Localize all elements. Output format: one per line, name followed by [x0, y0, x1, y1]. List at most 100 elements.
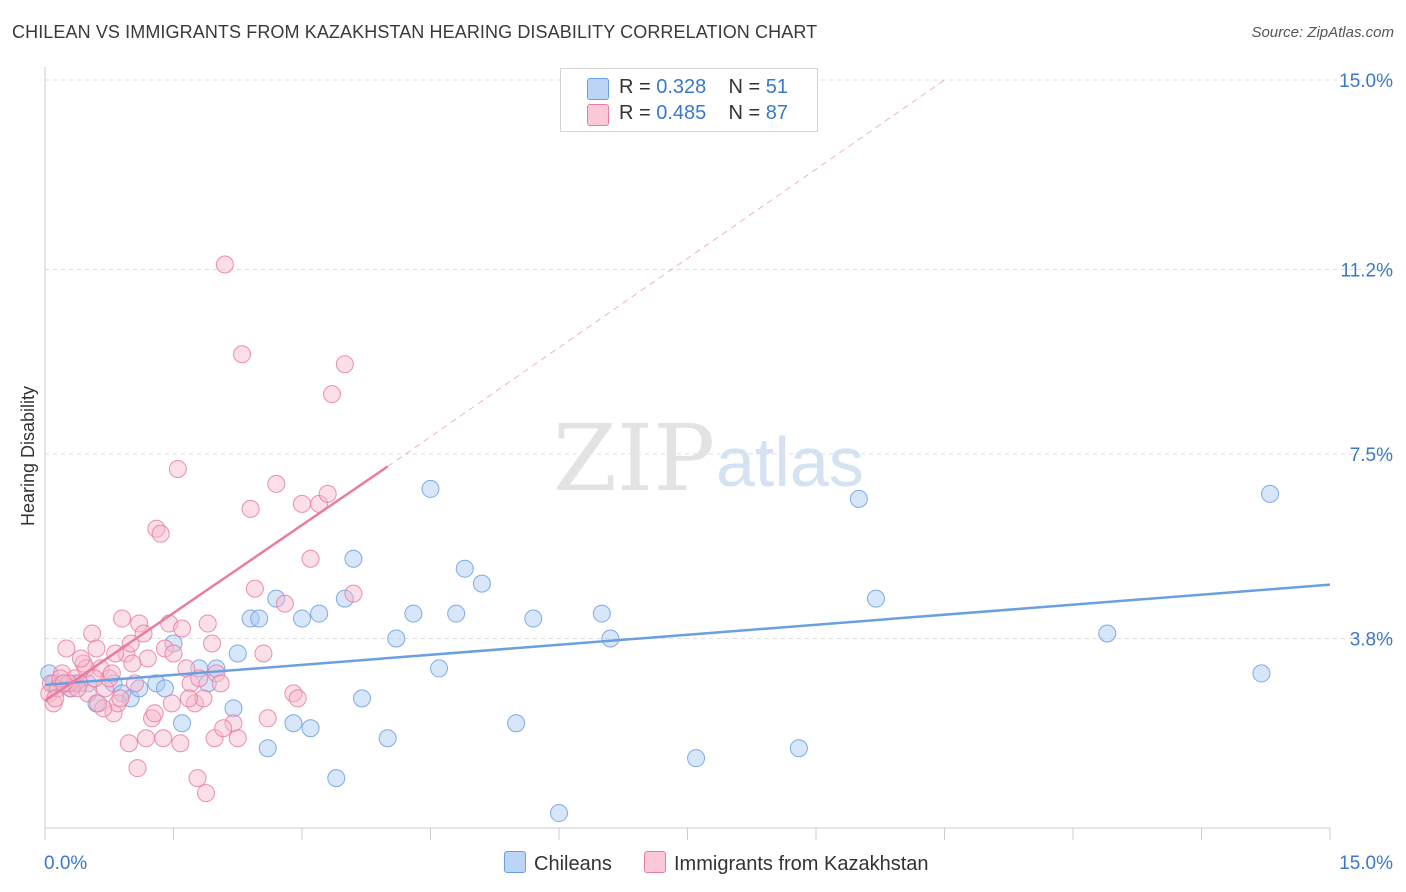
- legend: R = 0.328 N = 51 R = 0.485 N = 87: [560, 68, 818, 132]
- data-point: [154, 729, 173, 748]
- data-point: [327, 769, 346, 788]
- data-point: [284, 714, 303, 733]
- legend-swatch-chileans: [587, 78, 609, 100]
- data-point: [173, 619, 192, 638]
- data-point: [849, 489, 868, 508]
- data-point: [866, 589, 885, 608]
- data-point: [173, 714, 192, 733]
- y-axis-title: Hearing Disability: [18, 386, 38, 526]
- data-point: [601, 629, 620, 648]
- data-point: [214, 719, 233, 738]
- data-point: [267, 589, 286, 608]
- data-point: [181, 674, 200, 693]
- data-point: [224, 714, 243, 733]
- trend-extension-1: [387, 79, 945, 467]
- data-point: [130, 614, 149, 633]
- data-point: [111, 689, 130, 708]
- legend-n-label: N =: [728, 76, 766, 98]
- data-point: [250, 609, 269, 628]
- data-point: [447, 604, 466, 623]
- data-point: [288, 689, 307, 708]
- trend-line-1: [44, 465, 389, 702]
- data-point: [108, 694, 127, 713]
- data-point: [87, 639, 106, 658]
- data-point: [224, 699, 243, 718]
- data-point: [215, 255, 234, 274]
- data-point: [322, 385, 341, 404]
- bottom-legend-label-chileans: Chileans: [534, 853, 612, 875]
- trend-line-0: [44, 583, 1331, 687]
- legend-swatch-kazakhstan: [587, 104, 609, 126]
- data-point: [168, 459, 187, 478]
- data-point: [143, 709, 162, 728]
- data-point: [71, 649, 90, 668]
- data-point: [404, 604, 423, 623]
- trend-lines: [387, 79, 945, 467]
- watermark-atlas: atlas: [716, 423, 864, 501]
- data-point: [507, 714, 526, 733]
- legend-n-value: 87: [765, 102, 789, 124]
- data-point: [203, 634, 222, 653]
- data-point: [301, 719, 320, 738]
- y-tick-label: 7.5%: [1350, 445, 1393, 466]
- legend-n-label: N =: [728, 102, 766, 124]
- data-point: [164, 644, 183, 663]
- data-point: [145, 704, 164, 723]
- y-tick-label: 11.2%: [1341, 260, 1394, 281]
- data-point: [151, 524, 170, 543]
- data-point: [155, 639, 174, 658]
- data-point: [524, 609, 543, 628]
- data-points: [40, 255, 1331, 823]
- data-point: [344, 584, 363, 603]
- data-point: [137, 729, 156, 748]
- data-point: [241, 499, 260, 518]
- data-point: [198, 614, 217, 633]
- data-point: [455, 559, 474, 578]
- data-point: [104, 704, 123, 723]
- data-point: [335, 355, 354, 374]
- data-point: [789, 739, 808, 758]
- data-point: [211, 674, 230, 693]
- data-point: [128, 759, 147, 778]
- bottom-legend-kazakhstan: Immigrants from Kazakhstan: [644, 851, 929, 876]
- data-point: [275, 594, 294, 613]
- data-point: [344, 549, 363, 568]
- data-point: [233, 345, 252, 364]
- data-point: [254, 644, 273, 663]
- data-point: [301, 549, 320, 568]
- y-tick-labels: 3.8% 7.5% 11.2% 15.0%: [1339, 71, 1393, 651]
- data-point: [293, 494, 311, 513]
- data-point: [83, 624, 102, 643]
- data-point: [592, 604, 611, 623]
- data-point: [228, 644, 247, 663]
- legend-r-label: R =: [619, 102, 657, 124]
- data-point: [123, 654, 142, 673]
- data-point: [162, 694, 181, 713]
- data-point: [387, 629, 406, 648]
- data-point: [1252, 664, 1271, 683]
- data-point: [147, 674, 166, 693]
- data-point: [258, 739, 277, 758]
- legend-r-label: R =: [619, 76, 657, 98]
- data-point: [194, 689, 213, 708]
- data-point: [352, 689, 371, 708]
- data-point: [267, 474, 286, 493]
- data-point: [335, 589, 354, 608]
- data-point: [687, 749, 706, 768]
- x-tick-label-max: 15.0%: [1339, 853, 1393, 874]
- bottom-legend-label-kazakhstan: Immigrants from Kazakhstan: [674, 853, 929, 875]
- legend-r-value: 0.485: [656, 102, 707, 124]
- data-point: [245, 579, 264, 598]
- data-point: [119, 734, 138, 753]
- data-point: [550, 804, 568, 823]
- watermark-zip: ZIP: [553, 405, 715, 512]
- data-point: [1098, 624, 1117, 643]
- data-point: [179, 689, 198, 708]
- gridlines: [45, 79, 1392, 640]
- data-point: [171, 734, 190, 753]
- data-point: [94, 699, 113, 718]
- data-point: [85, 669, 104, 688]
- source-label: Source: ZipAtlas.com: [1251, 24, 1394, 41]
- data-point: [258, 709, 277, 728]
- data-point: [310, 604, 329, 623]
